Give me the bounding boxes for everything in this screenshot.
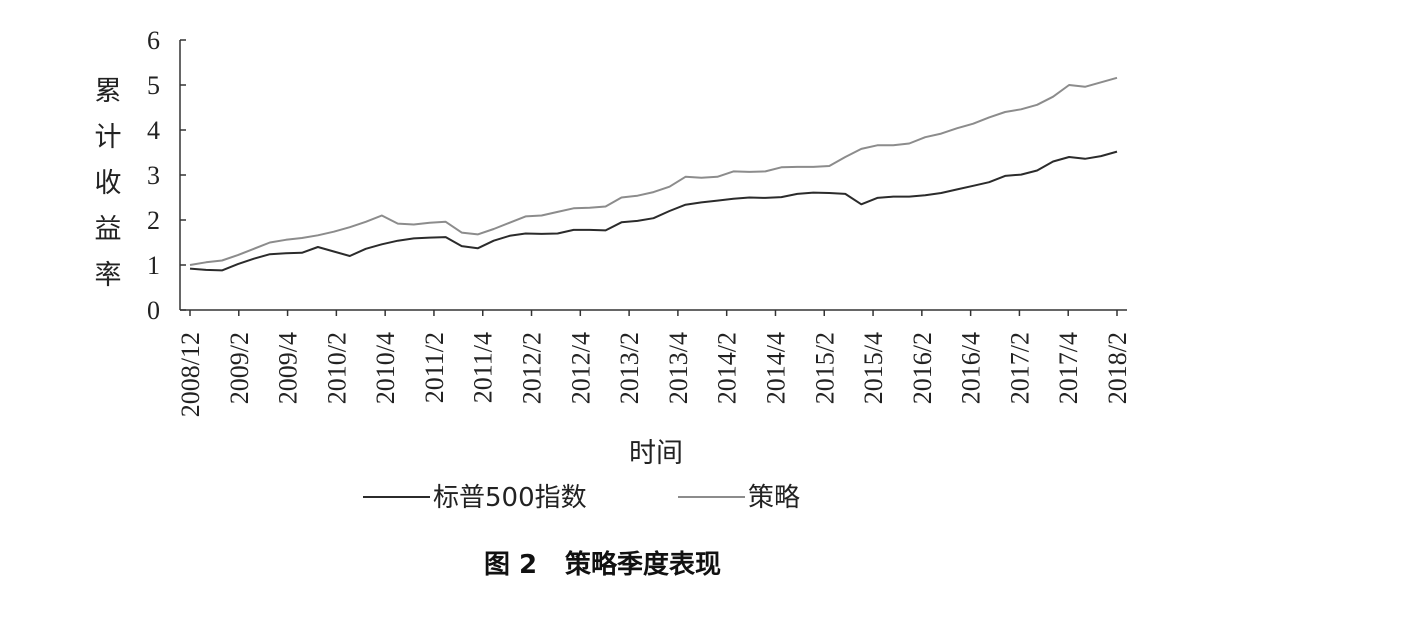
x-tick-label: 2012/4 [566,332,595,404]
x-tick-label: 2008/12 [176,332,205,417]
x-axis-label: 时间 [629,438,683,469]
series-line-strategy [189,76,1118,266]
x-tick-label: 2012/2 [518,332,547,404]
x-tick-label: 2015/4 [859,332,888,404]
y-tick-label: 2 [147,206,160,235]
x-tick-label: 2013/4 [664,332,693,404]
x-tick-label: 2014/4 [761,332,790,404]
y-axis-label-char: 益 [95,214,122,245]
x-tick-label: 2010/2 [322,332,351,404]
y-tick-label: 6 [147,26,160,55]
legend-label-sp500: 标普500指数 [433,483,587,513]
y-axis-label-char: 收 [95,168,122,199]
x-tick-label: 2017/4 [1054,332,1083,404]
series-line-sp500 [189,150,1118,272]
x-tick-label: 2016/4 [957,332,986,404]
legend: 标普500指数 策略 [363,483,800,513]
x-tick-label: 2009/2 [225,332,254,404]
figure-title: 策略季度表现 [565,549,721,580]
x-tick-label: 2016/2 [908,332,937,404]
x-tick-label: 2011/4 [469,332,498,403]
y-tick-label: 5 [147,71,160,100]
x-tick-label: 2011/2 [420,332,449,403]
y-axis-label-char: 累 [95,76,122,107]
figure-caption: 图 2 策略季度表现 [484,549,721,580]
y-tick-label: 3 [147,161,160,190]
legend-label-strategy: 策略 [748,483,800,513]
x-tick-label: 2014/2 [713,332,742,404]
y-tick-label: 1 [147,251,160,280]
x-tick-label: 2013/2 [615,332,644,404]
x-tick-label: 2009/4 [274,332,303,404]
x-tick-label: 2017/2 [1005,332,1034,404]
y-tick-label: 4 [147,116,160,145]
x-tick-label: 2018/2 [1103,332,1132,404]
y-axis-label-char: 率 [95,260,122,291]
x-axis: 2008/12 2009/2 2009/4 2010/2 2010/4 2011/2 201… [176,309,1132,417]
y-tick-label: 0 [147,296,160,325]
y-axis: 0 1 2 3 4 5 6 [147,26,186,325]
x-tick-label: 2010/4 [371,332,400,404]
series-lines [189,76,1118,272]
x-tick-label: 2015/2 [810,332,839,404]
y-axis-label-char: 计 [95,122,122,153]
figure-number: 图 2 [484,550,537,580]
